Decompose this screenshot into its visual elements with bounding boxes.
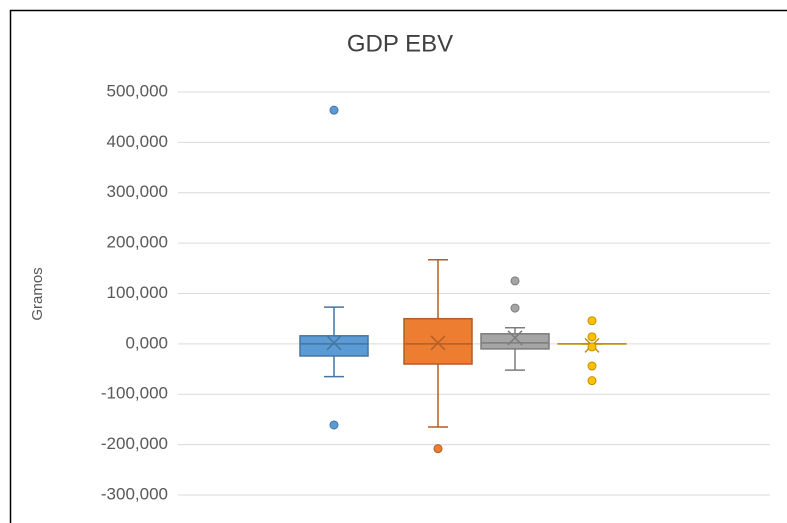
box	[403, 317, 473, 365]
outlier	[510, 303, 520, 313]
y-axis-title: Gramos	[29, 267, 46, 320]
y-tick-label: 100,000	[107, 283, 168, 302]
mean-marker	[507, 330, 523, 346]
y-tick-label: 300,000	[107, 182, 168, 201]
outlier	[329, 420, 339, 430]
outlier	[587, 376, 597, 386]
outlier	[587, 342, 597, 352]
y-tick-label: 0,000	[125, 333, 168, 352]
outlier	[433, 444, 443, 454]
outlier	[587, 316, 597, 326]
box	[480, 333, 550, 350]
mean-marker	[430, 335, 446, 351]
y-tick-label: -200,000	[101, 434, 168, 453]
chart-title: GDP EBV	[347, 30, 453, 57]
outlier	[587, 332, 597, 342]
y-tick-label: -100,000	[101, 384, 168, 403]
y-tick-label: 400,000	[107, 132, 168, 151]
y-tick-label: 500,000	[107, 81, 168, 100]
outlier	[329, 105, 339, 115]
outlier	[587, 361, 597, 371]
chart-frame	[9, 9, 787, 523]
y-tick-label: 200,000	[107, 233, 168, 252]
y-tick-label: -300,000	[101, 484, 168, 503]
mean-marker	[326, 335, 342, 351]
box	[299, 335, 369, 357]
outlier	[510, 276, 520, 286]
